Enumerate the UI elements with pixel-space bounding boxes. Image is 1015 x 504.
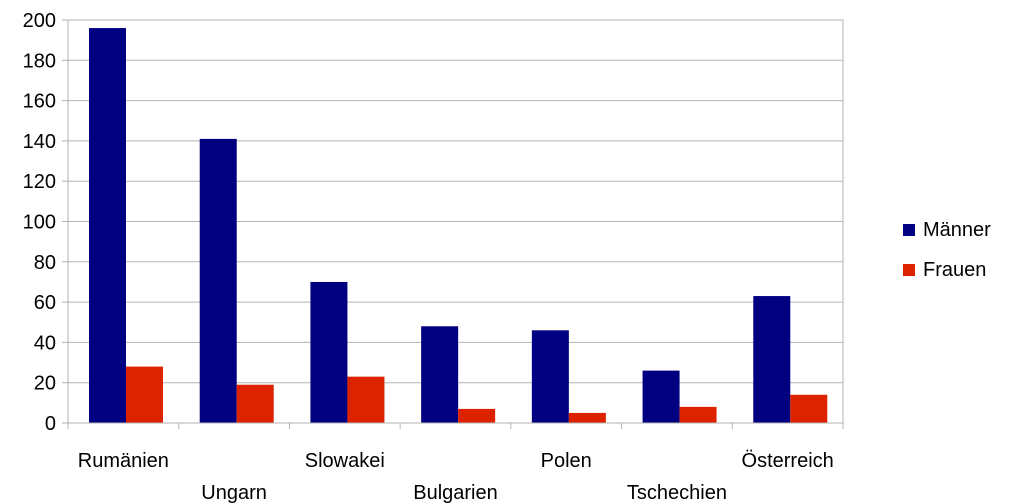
y-tick-label: 0 — [45, 413, 56, 435]
bar-frauen-5 — [680, 407, 717, 423]
bar-maenner-5 — [643, 371, 680, 423]
y-tick-label: 20 — [34, 373, 56, 395]
y-tick-label: 120 — [23, 171, 56, 193]
y-tick-label: 140 — [23, 131, 56, 153]
bar-maenner-2 — [310, 282, 347, 423]
legend-label-frauen: Frauen — [923, 259, 986, 282]
bar-frauen-2 — [347, 377, 384, 423]
bar-maenner-4 — [532, 330, 569, 423]
y-tick-label: 80 — [34, 252, 56, 274]
legend-swatch-maenner — [903, 224, 915, 236]
x-tick-label: Österreich — [742, 450, 834, 472]
x-tick-label: Rumänien — [78, 450, 169, 472]
legend: Männer Frauen — [903, 216, 991, 296]
x-tick-label: Ungarn — [201, 482, 267, 504]
y-tick-label: 40 — [34, 332, 56, 354]
bar-frauen-1 — [237, 385, 274, 423]
y-axis-ticks: 0 20 40 60 80 100 120 140 160 180 200 — [23, 10, 68, 435]
legend-swatch-frauen — [903, 264, 915, 276]
x-tick-label: Tschechien — [627, 482, 727, 504]
bar-frauen-4 — [569, 413, 606, 423]
legend-label-maenner: Männer — [923, 219, 991, 242]
bar-maenner-0 — [89, 28, 126, 423]
bar-frauen-0 — [126, 367, 163, 423]
legend-item-frauen: Frauen — [903, 256, 991, 284]
bar-frauen-3 — [458, 409, 495, 423]
y-tick-label: 200 — [23, 10, 56, 32]
bar-maenner-6 — [753, 296, 790, 423]
x-tick-label: Bulgarien — [413, 482, 498, 504]
y-tick-label: 60 — [34, 292, 56, 314]
x-tick-label: Slowakei — [305, 450, 385, 472]
x-tick-label: Polen — [541, 450, 592, 472]
bar-maenner-3 — [421, 326, 458, 423]
y-tick-label: 180 — [23, 50, 56, 72]
y-tick-label: 100 — [23, 212, 56, 234]
bars — [89, 28, 827, 423]
legend-item-maenner: Männer — [903, 216, 991, 244]
bar-maenner-1 — [200, 139, 237, 423]
y-tick-label: 160 — [23, 91, 56, 113]
x-axis-ticks: Rumänien Ungarn Slowakei Bulgarien Polen Tsch… — [68, 423, 843, 504]
bar-frauen-6 — [790, 395, 827, 423]
